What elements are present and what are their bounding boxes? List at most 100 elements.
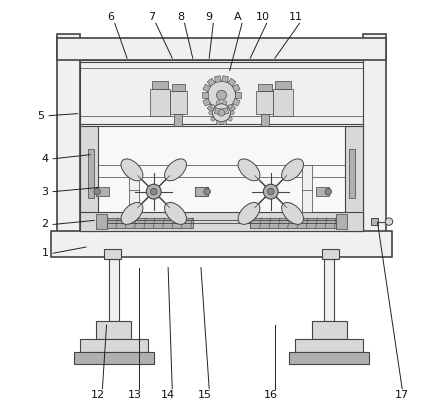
Bar bbox=[96, 187, 109, 196]
Bar bbox=[258, 84, 272, 91]
Bar bbox=[222, 76, 229, 82]
Bar bbox=[214, 76, 222, 82]
Bar bbox=[80, 212, 363, 231]
Text: 11: 11 bbox=[288, 12, 303, 22]
Bar bbox=[233, 84, 240, 92]
Bar bbox=[150, 89, 170, 116]
Bar bbox=[275, 81, 291, 89]
Bar bbox=[57, 37, 386, 60]
Ellipse shape bbox=[165, 159, 187, 181]
Bar bbox=[316, 187, 329, 196]
Circle shape bbox=[151, 188, 157, 195]
Bar bbox=[295, 339, 363, 352]
Text: 17: 17 bbox=[395, 390, 409, 400]
Bar bbox=[250, 218, 337, 228]
Circle shape bbox=[204, 188, 210, 195]
Bar bbox=[256, 91, 273, 114]
Bar bbox=[363, 33, 386, 247]
Bar bbox=[302, 165, 312, 212]
Bar bbox=[88, 148, 94, 198]
Circle shape bbox=[211, 105, 215, 109]
Bar bbox=[170, 91, 187, 114]
Bar bbox=[222, 108, 229, 115]
Circle shape bbox=[211, 117, 215, 121]
Text: 9: 9 bbox=[206, 12, 213, 22]
Ellipse shape bbox=[238, 202, 260, 225]
Text: 13: 13 bbox=[128, 390, 142, 400]
Bar bbox=[214, 108, 222, 115]
Bar bbox=[233, 98, 240, 106]
Bar bbox=[57, 33, 80, 247]
Circle shape bbox=[216, 101, 220, 105]
Text: 5: 5 bbox=[37, 111, 44, 121]
Bar bbox=[80, 60, 363, 126]
Bar bbox=[129, 165, 140, 212]
Circle shape bbox=[230, 111, 234, 115]
Circle shape bbox=[94, 188, 101, 195]
Text: 1: 1 bbox=[42, 248, 48, 258]
Circle shape bbox=[264, 184, 278, 199]
Text: 7: 7 bbox=[148, 12, 155, 22]
Text: 6: 6 bbox=[107, 12, 114, 22]
Ellipse shape bbox=[282, 202, 303, 225]
Bar bbox=[172, 84, 185, 91]
Bar bbox=[105, 249, 121, 260]
Bar bbox=[195, 187, 208, 196]
Bar bbox=[106, 218, 193, 228]
Bar bbox=[195, 187, 208, 196]
Bar bbox=[109, 260, 119, 321]
Bar bbox=[80, 126, 98, 231]
Bar bbox=[207, 78, 215, 87]
Circle shape bbox=[223, 121, 227, 125]
Bar bbox=[228, 104, 236, 112]
Text: 12: 12 bbox=[91, 390, 105, 400]
Bar bbox=[312, 321, 347, 339]
Circle shape bbox=[228, 105, 232, 109]
Text: 3: 3 bbox=[42, 187, 48, 197]
Ellipse shape bbox=[165, 202, 187, 225]
Bar bbox=[235, 92, 241, 98]
Bar bbox=[324, 260, 334, 321]
Bar bbox=[96, 214, 106, 229]
Circle shape bbox=[146, 184, 161, 199]
Bar bbox=[228, 78, 236, 87]
Bar bbox=[337, 214, 347, 229]
Bar bbox=[80, 339, 148, 352]
Text: 8: 8 bbox=[177, 12, 184, 22]
Circle shape bbox=[218, 110, 225, 116]
Text: 4: 4 bbox=[41, 154, 48, 164]
Bar bbox=[261, 114, 269, 126]
Circle shape bbox=[207, 81, 236, 110]
Bar bbox=[349, 148, 355, 198]
Circle shape bbox=[216, 121, 220, 125]
Circle shape bbox=[385, 218, 393, 225]
Text: A: A bbox=[234, 12, 242, 22]
Circle shape bbox=[325, 188, 331, 195]
Bar bbox=[202, 92, 208, 98]
Bar bbox=[203, 98, 210, 106]
Ellipse shape bbox=[282, 159, 303, 181]
Bar bbox=[273, 89, 293, 116]
Circle shape bbox=[223, 101, 227, 105]
Text: 15: 15 bbox=[198, 390, 212, 400]
Bar bbox=[207, 104, 215, 112]
Circle shape bbox=[268, 188, 274, 195]
Circle shape bbox=[209, 111, 213, 115]
Ellipse shape bbox=[238, 159, 260, 181]
Bar bbox=[74, 352, 154, 364]
Bar bbox=[345, 126, 363, 231]
Text: 16: 16 bbox=[264, 390, 278, 400]
Bar bbox=[203, 84, 210, 92]
Bar bbox=[152, 81, 168, 89]
Ellipse shape bbox=[121, 202, 143, 225]
Circle shape bbox=[213, 104, 230, 122]
Ellipse shape bbox=[121, 159, 143, 181]
Circle shape bbox=[217, 90, 226, 100]
Text: 14: 14 bbox=[161, 390, 175, 400]
Text: 2: 2 bbox=[41, 220, 48, 229]
Bar bbox=[174, 114, 182, 126]
Circle shape bbox=[228, 117, 232, 121]
Bar bbox=[371, 218, 377, 225]
Text: 10: 10 bbox=[256, 12, 269, 22]
Bar bbox=[51, 231, 392, 258]
